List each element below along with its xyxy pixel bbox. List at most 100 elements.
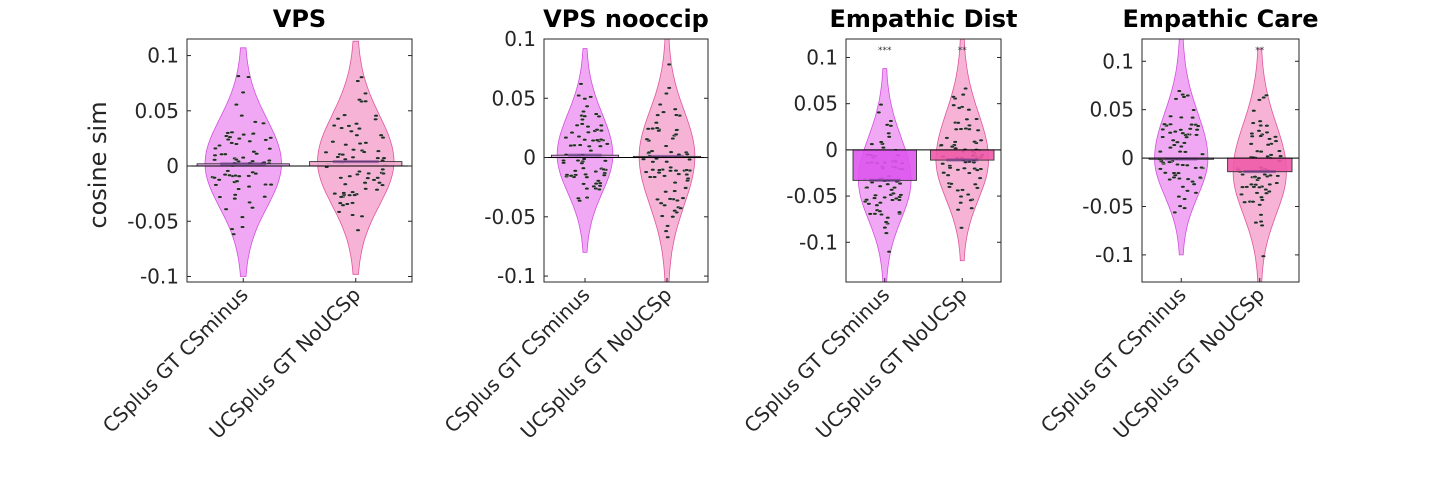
data-point bbox=[1266, 190, 1272, 193]
data-point bbox=[974, 117, 979, 121]
axes-box bbox=[543, 38, 709, 283]
violin-points-1 bbox=[561, 82, 610, 203]
data-point bbox=[959, 226, 964, 230]
data-point bbox=[250, 206, 255, 210]
data-point bbox=[375, 176, 381, 180]
data-point bbox=[1158, 167, 1163, 171]
data-point bbox=[354, 133, 360, 137]
data-point bbox=[885, 182, 891, 186]
data-point bbox=[1261, 254, 1266, 258]
data-point bbox=[217, 195, 223, 199]
data-point bbox=[898, 193, 904, 197]
y-tick-label: -0.1 bbox=[140, 264, 179, 288]
data-point bbox=[1178, 128, 1184, 132]
data-point bbox=[251, 150, 257, 154]
data-point bbox=[1187, 127, 1193, 131]
data-point bbox=[663, 144, 669, 148]
data-point bbox=[347, 174, 353, 178]
data-point bbox=[1259, 198, 1265, 202]
data-point bbox=[225, 138, 231, 141]
data-point bbox=[656, 171, 662, 175]
data-point bbox=[341, 191, 347, 195]
violin-points-1 bbox=[1157, 89, 1205, 214]
data-point bbox=[219, 152, 224, 156]
data-point bbox=[672, 189, 678, 193]
data-point bbox=[972, 140, 977, 144]
data-point bbox=[575, 159, 581, 162]
data-point bbox=[251, 132, 256, 136]
data-point bbox=[873, 193, 878, 197]
data-point bbox=[897, 198, 902, 202]
data-point bbox=[578, 82, 584, 86]
data-point bbox=[1249, 182, 1254, 186]
data-point bbox=[338, 176, 344, 180]
data-point bbox=[1167, 131, 1173, 135]
violin-points-2 bbox=[323, 75, 388, 232]
data-point bbox=[350, 190, 355, 194]
data-point bbox=[1184, 135, 1189, 139]
data-point bbox=[955, 188, 961, 192]
data-point bbox=[897, 210, 902, 214]
data-point bbox=[864, 186, 870, 189]
data-point bbox=[357, 142, 363, 145]
data-point bbox=[644, 137, 650, 141]
data-point bbox=[603, 159, 608, 163]
data-point bbox=[216, 178, 222, 182]
data-point bbox=[673, 132, 679, 136]
data-point bbox=[1182, 197, 1187, 201]
y-tick-label: -0.05 bbox=[786, 184, 838, 208]
data-point bbox=[1197, 176, 1203, 179]
data-point bbox=[958, 195, 964, 198]
data-point bbox=[687, 158, 692, 161]
data-point bbox=[650, 160, 656, 164]
data-point bbox=[1180, 185, 1186, 189]
axes-box bbox=[845, 38, 1002, 283]
data-point bbox=[579, 122, 585, 126]
data-point bbox=[594, 128, 600, 132]
data-point bbox=[581, 110, 586, 113]
data-point bbox=[588, 95, 594, 99]
data-point bbox=[232, 197, 238, 201]
data-point bbox=[878, 201, 883, 205]
data-point bbox=[1182, 141, 1187, 145]
data-point bbox=[247, 200, 252, 204]
data-point bbox=[232, 193, 238, 197]
data-point bbox=[665, 224, 670, 228]
x-category-label: UCSplus GT NoUCSp bbox=[1108, 283, 1269, 444]
data-point bbox=[577, 199, 582, 203]
data-point bbox=[1263, 188, 1269, 191]
data-point bbox=[375, 156, 381, 160]
data-point bbox=[576, 196, 581, 200]
data-point bbox=[350, 155, 356, 159]
data-point bbox=[947, 185, 952, 189]
chart-title: Empathic Care bbox=[1122, 5, 1318, 33]
data-point bbox=[584, 175, 590, 179]
data-point bbox=[1191, 182, 1197, 186]
y-tick-label: 0.1 bbox=[147, 44, 179, 68]
data-point bbox=[586, 144, 592, 148]
data-point bbox=[582, 138, 588, 142]
data-point bbox=[951, 103, 957, 107]
data-point bbox=[576, 135, 582, 138]
data-point bbox=[231, 232, 236, 236]
data-point bbox=[380, 136, 386, 140]
data-point bbox=[666, 62, 672, 66]
data-point bbox=[236, 137, 242, 141]
bar-2 bbox=[1227, 157, 1293, 173]
data-point bbox=[1200, 152, 1205, 156]
data-point bbox=[877, 184, 883, 188]
data-point bbox=[234, 103, 239, 107]
data-point bbox=[1259, 223, 1265, 227]
y-tick-label: 0 bbox=[825, 138, 838, 162]
chart-title: VPS nooccip bbox=[543, 5, 709, 33]
data-point bbox=[240, 225, 245, 229]
data-point bbox=[371, 178, 377, 182]
data-point bbox=[966, 108, 972, 112]
data-point bbox=[343, 143, 349, 147]
data-point bbox=[892, 186, 897, 190]
data-point bbox=[888, 124, 894, 128]
data-point bbox=[1185, 94, 1191, 97]
data-point bbox=[584, 196, 590, 199]
data-point bbox=[1265, 143, 1271, 147]
